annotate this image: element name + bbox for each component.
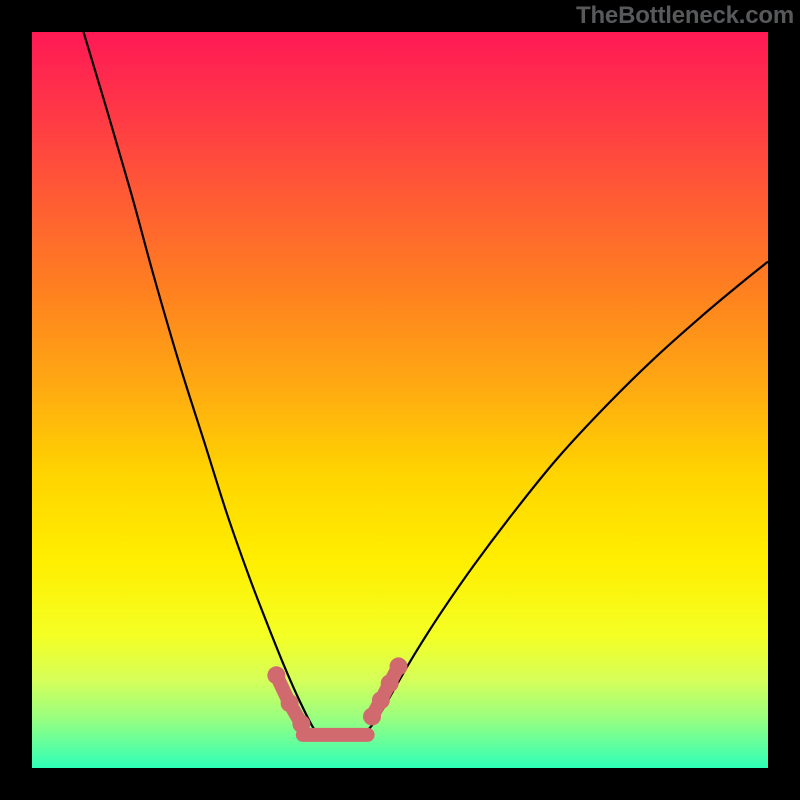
plot-area xyxy=(32,32,768,768)
marker-dot xyxy=(390,657,408,675)
marker-dot xyxy=(281,694,299,712)
marker-dot xyxy=(372,691,390,709)
right-curve xyxy=(367,262,768,732)
marker-group xyxy=(267,657,407,734)
marker-dot xyxy=(292,715,310,733)
marker-dot xyxy=(381,674,399,692)
marker-dot xyxy=(363,707,381,725)
curve-layer xyxy=(32,32,768,768)
watermark-text: TheBottleneck.com xyxy=(576,2,794,30)
marker-dot xyxy=(267,666,285,684)
chart-frame: TheBottleneck.com xyxy=(0,0,800,800)
left-curve xyxy=(84,32,316,731)
